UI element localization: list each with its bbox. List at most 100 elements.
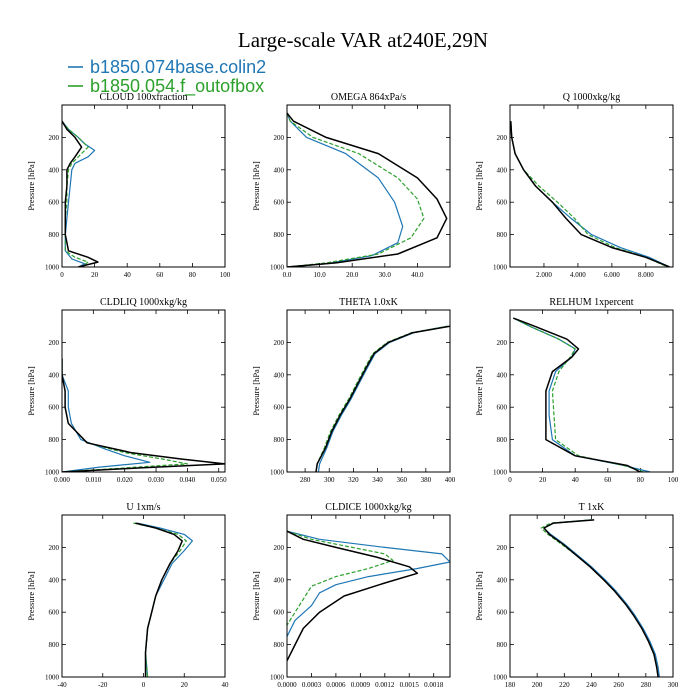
series-line	[62, 120, 99, 267]
panel-title: U 1xm/s	[126, 502, 160, 513]
y-tick-label: 1000	[493, 674, 508, 682]
series-line	[133, 522, 187, 677]
x-tick-label: 0.0	[283, 271, 292, 279]
y-tick-label: 600	[49, 609, 60, 617]
x-tick-label: 20	[539, 476, 547, 484]
y-tick-label: 1000	[270, 469, 285, 477]
series-line	[315, 325, 450, 472]
x-tick-label: 180	[505, 681, 516, 689]
x-tick-label: 20	[181, 681, 189, 689]
y-tick-label: 1000	[270, 674, 285, 682]
y-tick-label: 1000	[270, 264, 285, 272]
series-line	[287, 112, 404, 267]
x-tick-label: 80	[637, 476, 645, 484]
panel-title: CLDICE 1000xkg/kg	[325, 502, 411, 513]
panel-title: THETA 1.0xK	[339, 297, 398, 308]
x-tick-label: 20.0	[346, 271, 359, 279]
x-tick-label: 0	[142, 681, 146, 689]
series-line	[62, 120, 89, 267]
x-tick-label: 0.0009	[351, 681, 371, 689]
series-line	[513, 317, 644, 472]
x-tick-label: 0.030	[148, 476, 164, 484]
plot-frame	[286, 309, 451, 473]
y-tick-label: 400	[49, 576, 60, 584]
y-tick-label: 600	[49, 199, 60, 207]
y-tick-label: 400	[497, 576, 508, 584]
x-tick-label: 320	[348, 476, 359, 484]
y-axis-label: Pressure [hPa]	[251, 571, 261, 621]
y-tick-label: 600	[274, 404, 285, 412]
x-tick-label: 0.050	[211, 476, 227, 484]
x-tick-label: -20	[98, 681, 108, 689]
y-tick-label: 400	[49, 371, 60, 379]
chart-panel: U 1xm/s Pressure [hPa] -40 -20 0 20 40 200 400 60…	[26, 502, 229, 689]
y-tick-label: 800	[497, 436, 508, 444]
x-tick-label: 4.000	[570, 271, 586, 279]
y-tick-label: 600	[274, 199, 285, 207]
y-axis-label: Pressure [hPa]	[474, 366, 484, 416]
x-tick-label: 260	[613, 681, 624, 689]
y-tick-label: 200	[497, 544, 508, 552]
y-tick-label: 200	[274, 339, 285, 347]
x-tick-label: 220	[559, 681, 570, 689]
x-tick-label: 60	[156, 271, 164, 279]
x-tick-label: 10.0	[313, 271, 326, 279]
y-tick-label: 400	[274, 576, 285, 584]
x-tick-label: 340	[372, 476, 383, 484]
y-axis-label: Pressure [hPa]	[26, 366, 36, 416]
x-tick-label: 280	[641, 681, 652, 689]
series-line	[513, 317, 651, 472]
plot-frame	[286, 104, 451, 268]
x-tick-label: 0.0015	[400, 681, 420, 689]
plot-frame	[61, 514, 226, 678]
y-axis-label: Pressure [hPa]	[251, 161, 261, 211]
y-axis-label: Pressure [hPa]	[26, 161, 36, 211]
series-line	[510, 121, 670, 267]
y-tick-label: 800	[49, 231, 60, 239]
y-tick-label: 600	[497, 404, 508, 412]
x-tick-label: 300	[668, 681, 679, 689]
panel-title: Q 1000xkg/kg	[563, 92, 621, 103]
x-tick-label: 40	[572, 476, 580, 484]
legend-label-1: b1850.074base.colin2	[90, 57, 266, 77]
chart-panel: T 1xK Pressure [hPa] 180 200 220 240 260 280 300…	[474, 502, 679, 689]
x-tick-label: 400	[445, 476, 456, 484]
series-line	[287, 112, 448, 267]
x-tick-label: -40	[57, 681, 67, 689]
plot-frame	[509, 309, 674, 473]
y-tick-label: 200	[49, 339, 60, 347]
chart-panel: CLOUD 100xfraction Pressure [hPa] 0 20 40 60 8…	[26, 92, 231, 279]
chart-panel: OMEGA 864xPa/s Pressure [hPa] 0.0 10.0 20.0 3…	[251, 92, 451, 279]
x-tick-label: 0.020	[117, 476, 133, 484]
plot-frame	[509, 514, 674, 678]
x-tick-label: 200	[532, 681, 543, 689]
plot-frame	[509, 104, 674, 268]
x-tick-label: 2.000	[536, 271, 552, 279]
legend-label-2: b1850.054.f_outofbox	[90, 76, 264, 97]
x-tick-label: 0.0003	[302, 681, 322, 689]
plot-frame	[61, 104, 226, 268]
y-tick-label: 400	[497, 371, 508, 379]
y-tick-label: 1000	[45, 264, 60, 272]
panel-title: T 1xK	[579, 502, 605, 513]
chart-panel: Q 1000xkg/kg Pressure [hPa] 2.000 4.000 6.00…	[474, 92, 674, 279]
x-tick-label: 0	[508, 476, 512, 484]
series-line	[287, 530, 419, 662]
chart-panel: RELHUM 1xpercent Pressure [hPa] 0 20 40 60 80 1…	[474, 297, 679, 484]
x-tick-label: 0.0006	[326, 681, 346, 689]
series-line	[135, 522, 183, 677]
chart-panel: CLDICE 1000xkg/kg Pressure [hPa] 0.0000 0.0…	[251, 502, 451, 689]
y-tick-label: 800	[49, 641, 60, 649]
series-line	[62, 358, 188, 472]
y-tick-label: 1000	[45, 469, 60, 477]
series-line	[287, 112, 425, 267]
x-tick-label: 20	[91, 271, 99, 279]
y-axis-label: Pressure [hPa]	[474, 571, 484, 621]
series-line	[287, 530, 450, 637]
plot-frame	[286, 514, 451, 678]
y-tick-label: 200	[49, 134, 60, 142]
series-line	[62, 358, 225, 472]
y-tick-label: 200	[274, 544, 285, 552]
y-tick-label: 600	[497, 609, 508, 617]
x-tick-label: 0.010	[85, 476, 101, 484]
